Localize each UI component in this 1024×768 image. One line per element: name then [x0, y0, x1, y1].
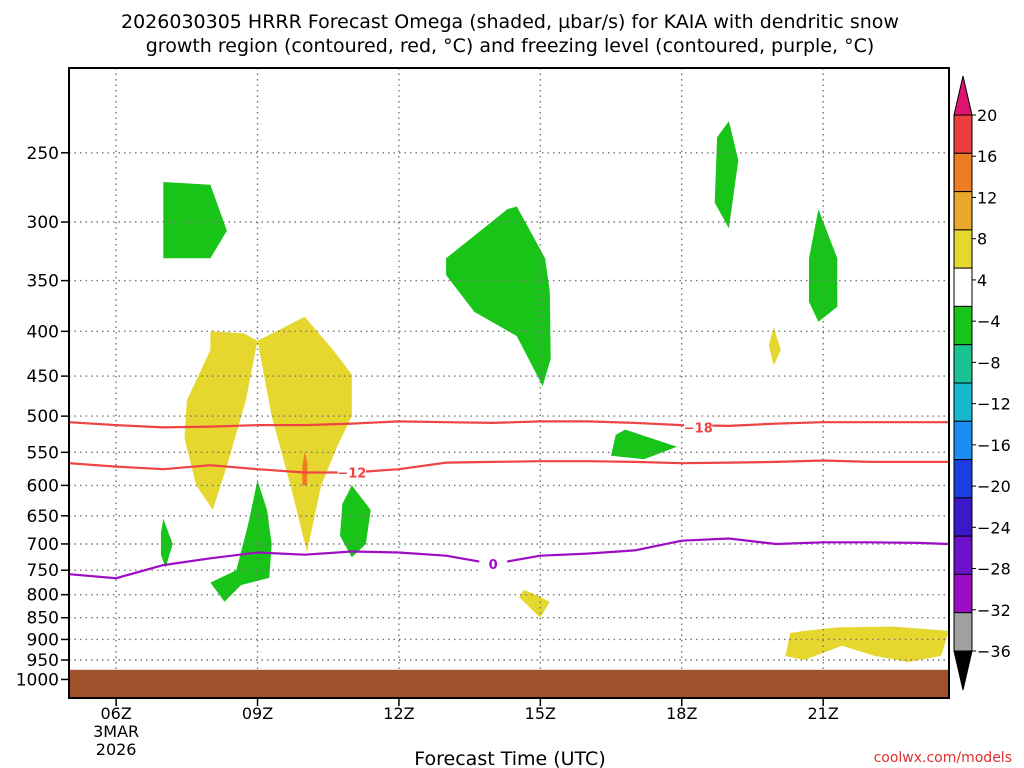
colorbar-label-8: −16	[977, 436, 1011, 455]
colorbar-box-9	[953, 459, 973, 499]
contour-line-1	[69, 459, 949, 474]
colorbar-label-11: −28	[977, 560, 1011, 579]
omega-region-10	[302, 452, 308, 486]
chart-title-line-2: growth region (contoured, red, °C) and f…	[146, 35, 875, 57]
y-tick-label-1000: 1000	[16, 670, 59, 690]
colorbar-box-10	[953, 497, 973, 537]
colorbar-label-1: 16	[977, 147, 997, 166]
contour-line-2	[69, 537, 949, 580]
pressure-axis: 2503003504004505005506006507007508008509…	[16, 144, 69, 690]
y-tick-label-500: 500	[27, 407, 59, 427]
colorbar-label-7: −12	[977, 395, 1011, 414]
omega-region-6	[210, 480, 272, 602]
y-tick-label-600: 600	[27, 476, 59, 496]
x-tick-label-06Z: 06Z	[100, 704, 131, 723]
omega-region-4	[611, 429, 677, 460]
chart-title-line-1: 2026030305 HRRR Forecast Omega (shaded, …	[121, 11, 899, 33]
colorbar-box-5	[953, 305, 973, 346]
colorbar-label-5: −4	[977, 312, 1001, 331]
y-tick-label-350: 350	[27, 272, 59, 292]
colorbar-label-9: −20	[977, 477, 1011, 496]
colorbar-bottom-arrow	[953, 650, 973, 691]
omega-region-7	[340, 485, 371, 558]
contour-label-0: −18	[684, 421, 713, 436]
y-tick-label-800: 800	[27, 586, 59, 606]
colorbar-label-0: 20	[977, 106, 997, 125]
site-credit: coolwx.com/models	[874, 750, 1012, 766]
y-tick-label-850: 850	[27, 609, 59, 629]
colorbar-box-13	[953, 612, 973, 652]
x-axis-label: Forecast Time (UTC)	[414, 748, 605, 768]
omega-region-0	[163, 182, 227, 259]
colorbar-box-11	[953, 535, 973, 575]
contour-label-1: −12	[337, 467, 366, 482]
omega-region-1	[446, 206, 551, 387]
colorbar-label-12: −32	[977, 601, 1011, 620]
colorbar-box-4	[953, 267, 973, 307]
x-tick-label-09Z: 09Z	[242, 704, 273, 723]
colorbar-box-8	[953, 420, 973, 461]
contour-line-0	[69, 420, 949, 429]
colorbar-box-0	[953, 114, 973, 154]
colorbar-box-12	[953, 573, 973, 614]
y-tick-label-550: 550	[27, 443, 59, 463]
x-date-label: 3MAR	[93, 722, 139, 741]
ground-level-bar	[69, 669, 949, 698]
y-tick-label-450: 450	[27, 367, 59, 387]
contour-label-2: 0	[489, 558, 498, 573]
colorbar-box-1	[953, 152, 973, 193]
y-tick-label-750: 750	[27, 561, 59, 581]
x-tick-label-12Z: 12Z	[383, 704, 414, 723]
omega-region-5	[160, 518, 173, 568]
temperature-contours: −18 −12 0	[69, 419, 949, 580]
colorbar-top-arrow	[953, 75, 973, 116]
colorbar-label-6: −8	[977, 353, 1001, 372]
colorbar-box-2	[953, 191, 973, 231]
contour-label-bg-0	[684, 419, 713, 435]
colorbar-label-3: 8	[977, 230, 987, 249]
colorbar-label-4: 4	[977, 271, 987, 290]
omega-region-2	[714, 121, 739, 229]
omega-region-11	[768, 326, 781, 366]
x-tick-label-18Z: 18Z	[666, 704, 697, 723]
colorbar-label-13: −36	[977, 642, 1011, 661]
omega-region-12	[519, 589, 550, 618]
colorbar-box-6	[953, 344, 973, 384]
y-tick-label-250: 250	[27, 144, 59, 164]
x-tick-label-15Z: 15Z	[525, 704, 556, 723]
y-tick-label-700: 700	[27, 535, 59, 555]
y-tick-label-950: 950	[27, 651, 59, 671]
grid-lines	[69, 68, 949, 698]
y-tick-label-400: 400	[27, 322, 59, 342]
omega-region-13	[785, 626, 949, 662]
colorbar-label-10: −24	[977, 518, 1011, 537]
x-tick-label-21Z: 21Z	[807, 704, 838, 723]
y-tick-label-300: 300	[27, 213, 59, 233]
plot-frame	[68, 67, 950, 699]
y-tick-label-900: 900	[27, 630, 59, 650]
colorbar-box-3	[953, 229, 973, 269]
omega-region-3	[809, 209, 838, 322]
contour-label-bg-1	[337, 464, 366, 480]
colorbar-box-7	[953, 382, 973, 422]
x-year-label: 2026	[96, 740, 137, 759]
contour-label-bg-2	[479, 556, 508, 572]
omega-colorbar: 20 16 12 8 4 −4 −8 −12 −16 −20 −24 −28 −32 −36	[953, 75, 1011, 691]
y-tick-label-650: 650	[27, 507, 59, 527]
colorbar-label-2: 12	[977, 188, 997, 207]
